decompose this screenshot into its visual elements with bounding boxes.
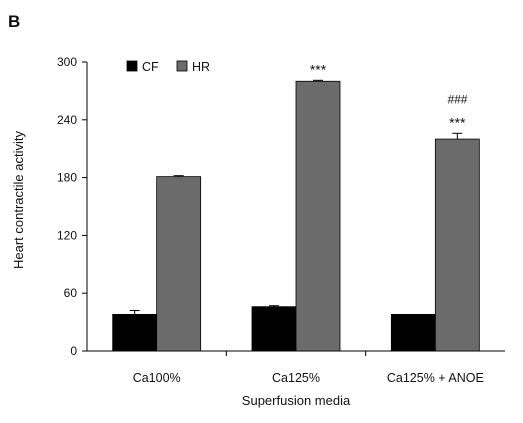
x-axis-label: Superfusion media: [242, 393, 351, 408]
y-tick-label: 240: [57, 113, 77, 127]
x-tick-label: Ca125% + ANOE: [387, 371, 484, 385]
bar-cf: [390, 313, 436, 352]
y-tick-label: 120: [57, 228, 77, 242]
x-tick-label: Ca125%: [272, 371, 320, 385]
y-tick-label: 60: [64, 286, 78, 300]
bar-hr: [156, 176, 202, 352]
y-tick-label: 180: [57, 171, 77, 185]
significance-hash-label: ###: [447, 92, 467, 106]
significance-star-label: ***: [449, 114, 466, 130]
panel-label: B: [8, 12, 20, 31]
legend-swatch-cf: [126, 60, 138, 72]
bar-hr: [295, 80, 341, 352]
y-tick-label: 0: [70, 344, 77, 358]
x-tick-label: Ca100%: [133, 371, 181, 385]
y-axis-label: Heart contractile activity: [11, 131, 26, 269]
y-tick-label: 300: [57, 55, 77, 69]
legend-swatch-hr: [176, 60, 188, 72]
significance-star-label: ***: [310, 61, 327, 77]
bar-cf: [251, 306, 297, 352]
legend-label-hr: HR: [192, 60, 210, 74]
bar-hr: [434, 138, 480, 352]
legend-label-cf: CF: [142, 60, 159, 74]
bar-cf: [112, 313, 158, 352]
